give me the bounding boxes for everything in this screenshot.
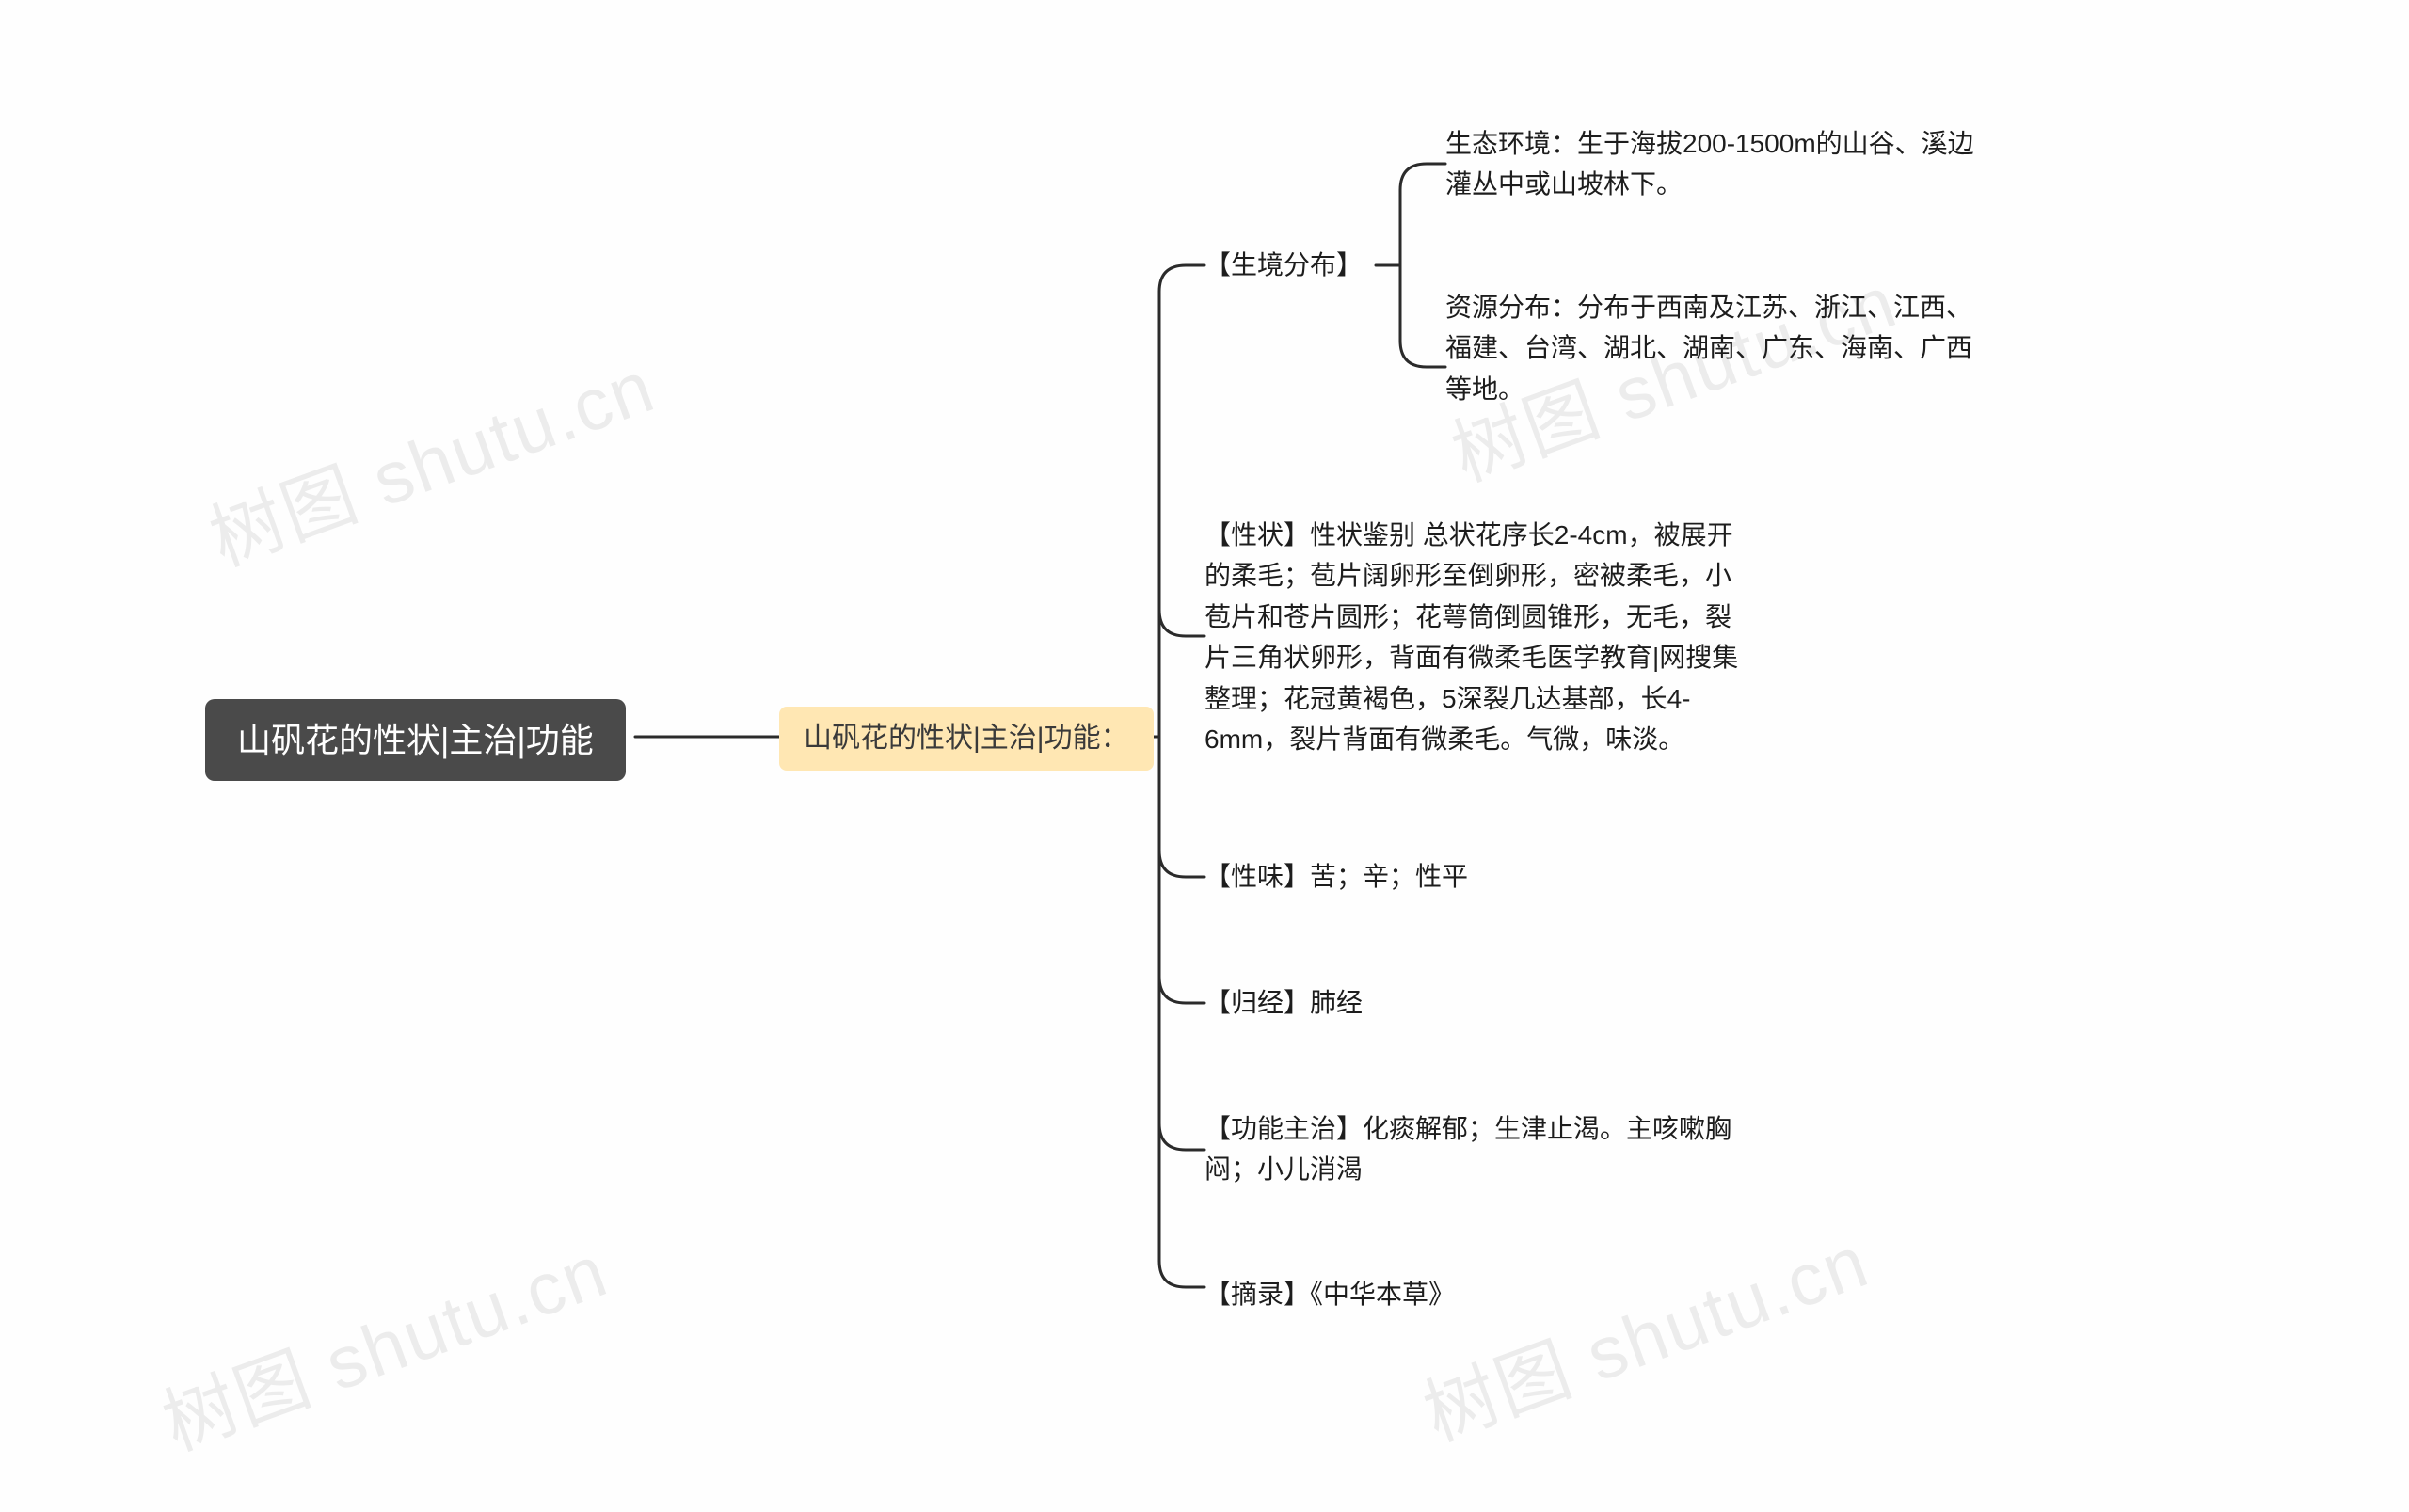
watermark: 树图 shutu.cn <box>1408 1203 1881 1461</box>
leaf-function[interactable]: 【功能主治】化痰解郁；生津止渴。主咳嗽胸闷；小儿消渴 <box>1204 1108 1747 1190</box>
leaf-habitat-dist[interactable]: 资源分布：分布于西南及江苏、浙江、江西、福建、台湾、湖北、湖南、广东、海南、广西… <box>1445 287 1987 409</box>
edge-sub-6 <box>1159 1261 1204 1287</box>
edge-sub-4 <box>1159 977 1204 1003</box>
leaf-habitat[interactable]: 【生境分布】 <box>1204 245 1363 285</box>
edge-hab-c1 <box>1400 164 1445 190</box>
edge-sub-3 <box>1159 851 1204 877</box>
leaf-taste[interactable]: 【性味】苦；辛；性平 <box>1204 856 1468 897</box>
edge-sub-top <box>1159 265 1204 292</box>
leaf-meridian[interactable]: 【归经】肺经 <box>1204 982 1363 1023</box>
leaf-habitat-env[interactable]: 生态环境：生于海拔200-1500m的山谷、溪边灌丛中或山坡林下。 <box>1445 123 1987 205</box>
mindmap-sub[interactable]: 山矾花的性状|主治|功能： <box>779 707 1154 771</box>
watermark: 树图 shutu.cn <box>147 1213 620 1471</box>
leaf-characters[interactable]: 【性状】性状鉴别 总状花序长2-4cm，被展开的柔毛；苞片阔卵形至倒卵形，密被柔… <box>1204 515 1747 759</box>
edge-hab-c2 <box>1400 341 1445 367</box>
edge-sub-2 <box>1159 610 1204 636</box>
edge-sub-5 <box>1159 1123 1204 1150</box>
watermark: 树图 shutu.cn <box>194 328 667 586</box>
leaf-excerpt[interactable]: 【摘录】《中华本草》 <box>1204 1274 1455 1314</box>
mindmap-root[interactable]: 山矾花的性状|主治|功能 <box>205 699 626 781</box>
